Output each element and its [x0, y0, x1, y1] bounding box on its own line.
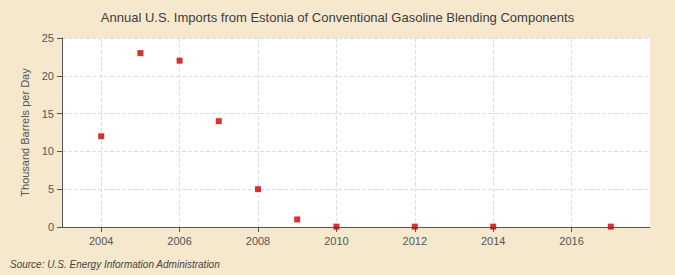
svg-text:2010: 2010 — [324, 235, 348, 247]
svg-text:2012: 2012 — [403, 235, 427, 247]
svg-text:Source: U.S. Energy Informatio: Source: U.S. Energy Information Administ… — [10, 259, 220, 270]
svg-text:2016: 2016 — [559, 235, 583, 247]
svg-text:2004: 2004 — [89, 235, 113, 247]
svg-text:0: 0 — [48, 221, 54, 233]
svg-text:20: 20 — [42, 70, 54, 82]
svg-text:2014: 2014 — [481, 235, 505, 247]
svg-text:5: 5 — [48, 183, 54, 195]
svg-text:2006: 2006 — [167, 235, 191, 247]
svg-text:Thousand Barrels per Day: Thousand Barrels per Day — [19, 68, 31, 197]
svg-text:25: 25 — [42, 32, 54, 44]
svg-text:10: 10 — [42, 145, 54, 157]
svg-text:2008: 2008 — [246, 235, 270, 247]
svg-text:Annual U.S. Imports from Eston: Annual U.S. Imports from Estonia of Conv… — [101, 10, 575, 25]
svg-text:15: 15 — [42, 108, 54, 120]
